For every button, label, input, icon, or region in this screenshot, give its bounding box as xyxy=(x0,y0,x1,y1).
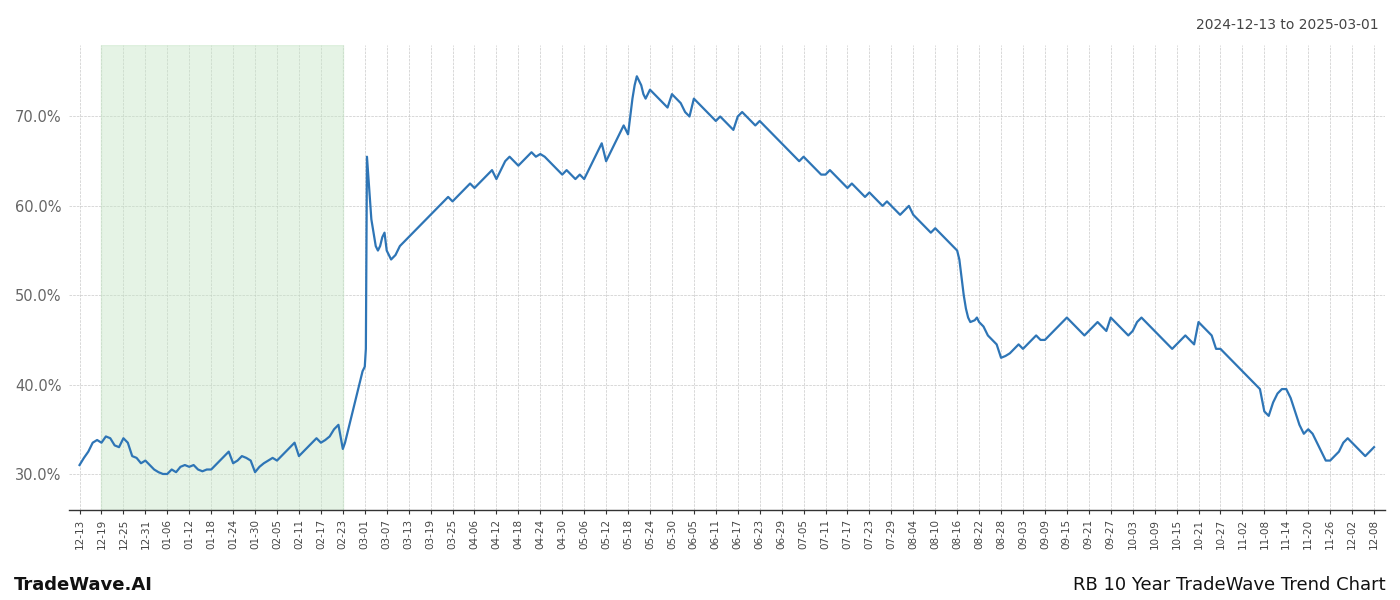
Text: RB 10 Year TradeWave Trend Chart: RB 10 Year TradeWave Trend Chart xyxy=(1074,576,1386,594)
Text: TradeWave.AI: TradeWave.AI xyxy=(14,576,153,594)
Bar xyxy=(101,45,343,510)
Text: 2024-12-13 to 2025-03-01: 2024-12-13 to 2025-03-01 xyxy=(1197,18,1379,32)
